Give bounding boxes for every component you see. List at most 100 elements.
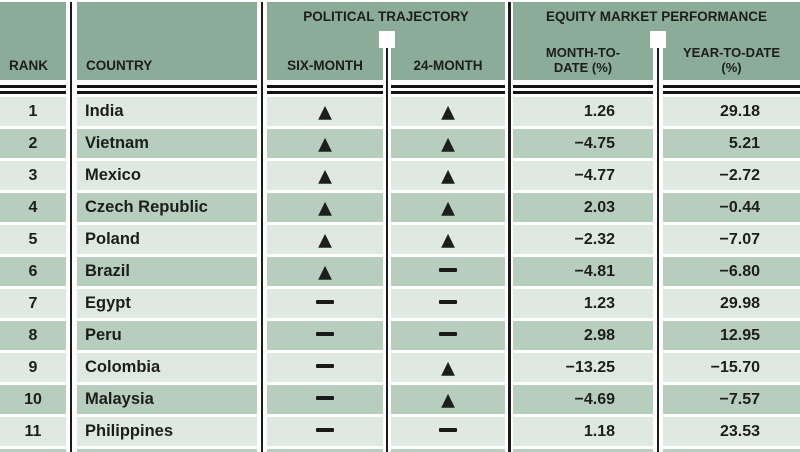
up-triangle-icon: ▲ xyxy=(441,197,455,219)
month-to-date-cell: 1.23 xyxy=(513,289,653,318)
rank-cell: 9 xyxy=(0,353,66,382)
flat-dash-icon xyxy=(316,300,334,305)
six-month-trajectory-cell: ▲ xyxy=(267,129,383,158)
24-month-trajectory-cell: ▲ xyxy=(391,193,505,222)
country-header-label: COUNTRY xyxy=(86,58,153,73)
flat-dash-icon xyxy=(316,332,334,337)
country-cell: Czech Republic xyxy=(77,193,257,222)
six-month-trajectory-cell: ▲ xyxy=(267,97,383,126)
rank-header-label: RANK xyxy=(9,58,48,73)
header-double-rule xyxy=(663,85,800,94)
six-month-subheader: SIX-MONTH xyxy=(287,58,363,73)
24-month-trajectory-cell: ▲ xyxy=(391,353,505,382)
year-to-date-line2: (%) xyxy=(721,60,742,75)
header-double-rule xyxy=(267,85,383,94)
cropped-next-row-sliver xyxy=(391,449,505,452)
flat-dash-icon xyxy=(439,428,457,433)
flat-dash-icon xyxy=(439,268,457,273)
up-triangle-icon: ▲ xyxy=(441,165,455,187)
year-to-date-cell: −7.07 xyxy=(663,225,800,254)
month-to-date-cell: 1.18 xyxy=(513,417,653,446)
rank-cell: 3 xyxy=(0,161,66,190)
up-triangle-icon: ▲ xyxy=(441,389,455,411)
month-to-date-cell: 2.03 xyxy=(513,193,653,222)
flat-dash-icon xyxy=(316,428,334,433)
year-to-date-cell: 5.21 xyxy=(663,129,800,158)
month-to-date-cell: 1.26 xyxy=(513,97,653,126)
country-cell: Malaysia xyxy=(77,385,257,414)
cropped-next-row-sliver xyxy=(0,449,66,452)
24-month-trajectory-cell: ▲ xyxy=(391,97,505,126)
six-month-trajectory-cell: ▲ xyxy=(267,193,383,222)
six-month-trajectory-cell xyxy=(267,385,383,414)
six-month-trajectory-cell: ▲ xyxy=(267,257,383,286)
sixmonth-24month-divider-line xyxy=(386,48,388,452)
month-to-date-line1: MONTH-TO- xyxy=(545,45,621,60)
cropped-next-row-sliver xyxy=(513,449,653,452)
six-month-trajectory-cell: ▲ xyxy=(267,161,383,190)
24-month-trajectory-cell xyxy=(391,289,505,318)
equity-subcolumn-divider-cap xyxy=(650,31,666,48)
mtd-ytd-divider-line xyxy=(657,48,659,452)
month-to-date-cell: −4.81 xyxy=(513,257,653,286)
political-subcolumn-divider-cap xyxy=(379,31,395,48)
up-triangle-icon: ▲ xyxy=(318,133,332,155)
rank-cell: 1 xyxy=(0,97,66,126)
year-to-date-line1: YEAR-TO-DATE xyxy=(682,45,781,60)
month-to-date-cell: −4.75 xyxy=(513,129,653,158)
up-triangle-icon: ▲ xyxy=(441,229,455,251)
rank-cell: 7 xyxy=(0,289,66,318)
flat-dash-icon xyxy=(439,300,457,305)
year-to-date-subheader: YEAR-TO-DATE (%) xyxy=(663,45,800,75)
up-triangle-icon: ▲ xyxy=(441,101,455,123)
country-cell: Peru xyxy=(77,321,257,350)
country-cell: Brazil xyxy=(77,257,257,286)
six-month-trajectory-cell xyxy=(267,353,383,382)
year-to-date-cell: −7.57 xyxy=(663,385,800,414)
header-double-rule xyxy=(513,85,653,94)
month-to-date-subheader: MONTH-TO- DATE (%) xyxy=(513,45,653,75)
cropped-next-row-sliver xyxy=(663,449,800,452)
year-to-date-cell: 12.95 xyxy=(663,321,800,350)
month-to-date-cell: −4.69 xyxy=(513,385,653,414)
rank-cell: 2 xyxy=(0,129,66,158)
up-triangle-icon: ▲ xyxy=(318,197,332,219)
year-to-date-cell: 23.53 xyxy=(663,417,800,446)
six-month-trajectory-cell xyxy=(267,417,383,446)
year-to-date-cell: −6.80 xyxy=(663,257,800,286)
rank-country-divider-line xyxy=(70,2,72,452)
equity-market-performance-title: EQUITY MARKET PERFORMANCE xyxy=(545,9,767,24)
rank-column-header: RANK xyxy=(0,2,66,80)
country-cell: Vietnam xyxy=(77,129,257,158)
year-to-date-cell: −2.72 xyxy=(663,161,800,190)
year-to-date-cell: 29.98 xyxy=(663,289,800,318)
country-cell: Poland xyxy=(77,225,257,254)
political-trajectory-title: POLITICAL TRAJECTORY xyxy=(303,9,469,24)
header-double-rule xyxy=(0,85,66,94)
country-cell: Mexico xyxy=(77,161,257,190)
six-month-trajectory-cell xyxy=(267,321,383,350)
rank-cell: 5 xyxy=(0,225,66,254)
cropped-next-row-sliver xyxy=(77,449,257,452)
country-cell: Egypt xyxy=(77,289,257,318)
month-to-date-cell: −2.32 xyxy=(513,225,653,254)
month-to-date-line2: DATE (%) xyxy=(553,60,613,75)
rank-cell: 4 xyxy=(0,193,66,222)
24-month-trajectory-cell: ▲ xyxy=(391,385,505,414)
header-double-rule xyxy=(77,85,257,94)
country-cell: Philippines xyxy=(77,417,257,446)
flat-dash-icon xyxy=(439,332,457,337)
24-month-trajectory-cell: ▲ xyxy=(391,225,505,254)
up-triangle-icon: ▲ xyxy=(318,261,332,283)
country-cell: India xyxy=(77,97,257,126)
up-triangle-icon: ▲ xyxy=(318,165,332,187)
up-triangle-icon: ▲ xyxy=(441,357,455,379)
country-political-divider-line xyxy=(261,2,263,452)
24-month-trajectory-cell: ▲ xyxy=(391,129,505,158)
rank-cell: 6 xyxy=(0,257,66,286)
flat-dash-icon xyxy=(316,396,334,401)
six-month-trajectory-cell xyxy=(267,289,383,318)
header-double-rule xyxy=(391,85,505,94)
